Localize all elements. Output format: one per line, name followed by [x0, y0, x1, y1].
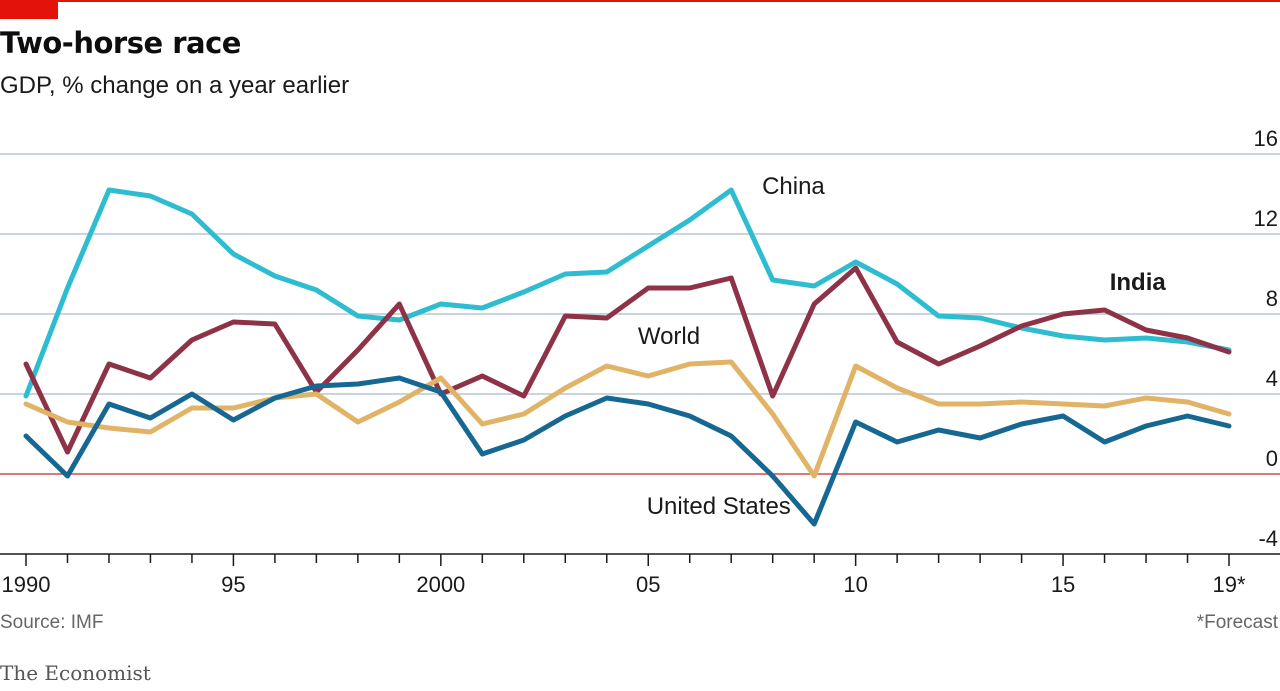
x-tick-label: 05: [636, 572, 660, 597]
series-label-china: China: [762, 173, 825, 200]
chart-subtitle: GDP, % change on a year earlier: [0, 72, 350, 99]
economist-logo: The Economist: [0, 661, 151, 685]
series-line-india: [23, 265, 1232, 455]
economist-red-tag: [0, 0, 58, 19]
y-tick-label: 4: [1266, 366, 1278, 391]
y-tick-label: 0: [1266, 446, 1278, 471]
top-rule: [0, 0, 1280, 2]
series-line-united_states: [23, 375, 1232, 527]
y-tick-label: 12: [1254, 206, 1278, 231]
forecast-footnote: *Forecast: [1196, 612, 1278, 633]
y-tick-label: 8: [1266, 286, 1278, 311]
axes: 1990 95 2000 05 10 15 19*: [2, 554, 1246, 597]
series-label-united_states: United States: [647, 493, 791, 520]
series-labels: China India World United States: [638, 173, 1167, 520]
x-tick-label: 15: [1051, 572, 1075, 597]
x-tick-label: 2000: [416, 572, 465, 597]
y-tick-label: 16: [1254, 126, 1278, 151]
x-tick-label: 10: [843, 572, 867, 597]
series-label-world: World: [638, 323, 700, 350]
series-line-world: [23, 359, 1232, 479]
x-tick-label: 95: [221, 572, 245, 597]
x-tick-label: 1990: [2, 572, 51, 597]
source-note: Source: IMF: [0, 612, 104, 633]
x-tick-label: 19*: [1212, 572, 1245, 597]
series-label-india: India: [1110, 269, 1167, 296]
y-tick-label: -4: [1258, 526, 1278, 551]
series-lines: [23, 187, 1232, 527]
series-line-china: [23, 187, 1232, 399]
chart-title: Two-horse race: [0, 26, 241, 60]
grid-layer: 16 12 8 4 0 -4: [0, 126, 1280, 555]
